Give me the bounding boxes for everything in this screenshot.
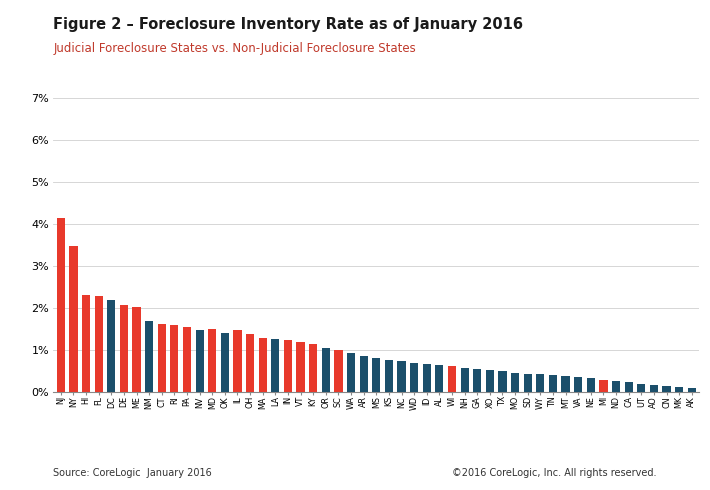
- Bar: [322, 348, 330, 392]
- Bar: [334, 350, 342, 392]
- Bar: [82, 294, 90, 392]
- Bar: [258, 338, 267, 392]
- Bar: [574, 377, 582, 392]
- Bar: [133, 307, 141, 392]
- Bar: [94, 296, 103, 392]
- Bar: [549, 375, 557, 392]
- Bar: [473, 369, 481, 392]
- Bar: [221, 333, 229, 392]
- Bar: [612, 381, 620, 392]
- Bar: [183, 327, 191, 392]
- Text: Figure 2 – Foreclosure Inventory Rate as of January 2016: Figure 2 – Foreclosure Inventory Rate as…: [53, 17, 523, 32]
- Text: ©2016 CoreLogic, Inc. All rights reserved.: ©2016 CoreLogic, Inc. All rights reserve…: [452, 468, 657, 478]
- Bar: [208, 329, 217, 392]
- Bar: [435, 365, 444, 392]
- Bar: [536, 374, 545, 392]
- Bar: [57, 218, 65, 392]
- Text: Judicial Foreclosure States vs. Non-Judicial Foreclosure States: Judicial Foreclosure States vs. Non-Judi…: [53, 42, 416, 55]
- Bar: [284, 340, 292, 392]
- Bar: [271, 339, 280, 392]
- Bar: [498, 371, 507, 392]
- Bar: [662, 386, 671, 392]
- Bar: [625, 382, 633, 392]
- Bar: [586, 378, 595, 392]
- Bar: [246, 334, 254, 392]
- Text: Source: CoreLogic  January 2016: Source: CoreLogic January 2016: [53, 468, 212, 478]
- Bar: [461, 368, 469, 392]
- Bar: [410, 363, 418, 392]
- Bar: [511, 373, 519, 392]
- Bar: [448, 367, 456, 392]
- Bar: [385, 360, 393, 392]
- Bar: [297, 342, 305, 392]
- Bar: [107, 299, 116, 392]
- Bar: [70, 246, 77, 392]
- Bar: [372, 358, 381, 392]
- Bar: [145, 320, 153, 392]
- Bar: [347, 353, 355, 392]
- Bar: [359, 356, 368, 392]
- Bar: [599, 380, 608, 392]
- Bar: [688, 388, 696, 392]
- Bar: [120, 305, 128, 392]
- Bar: [562, 376, 569, 392]
- Bar: [158, 323, 166, 392]
- Bar: [309, 343, 317, 392]
- Bar: [398, 361, 405, 392]
- Bar: [195, 330, 204, 392]
- Bar: [422, 364, 431, 392]
- Bar: [170, 325, 178, 392]
- Bar: [486, 370, 494, 392]
- Bar: [650, 385, 658, 392]
- Bar: [637, 384, 645, 392]
- Bar: [234, 330, 241, 392]
- Bar: [675, 387, 683, 392]
- Bar: [524, 373, 532, 392]
